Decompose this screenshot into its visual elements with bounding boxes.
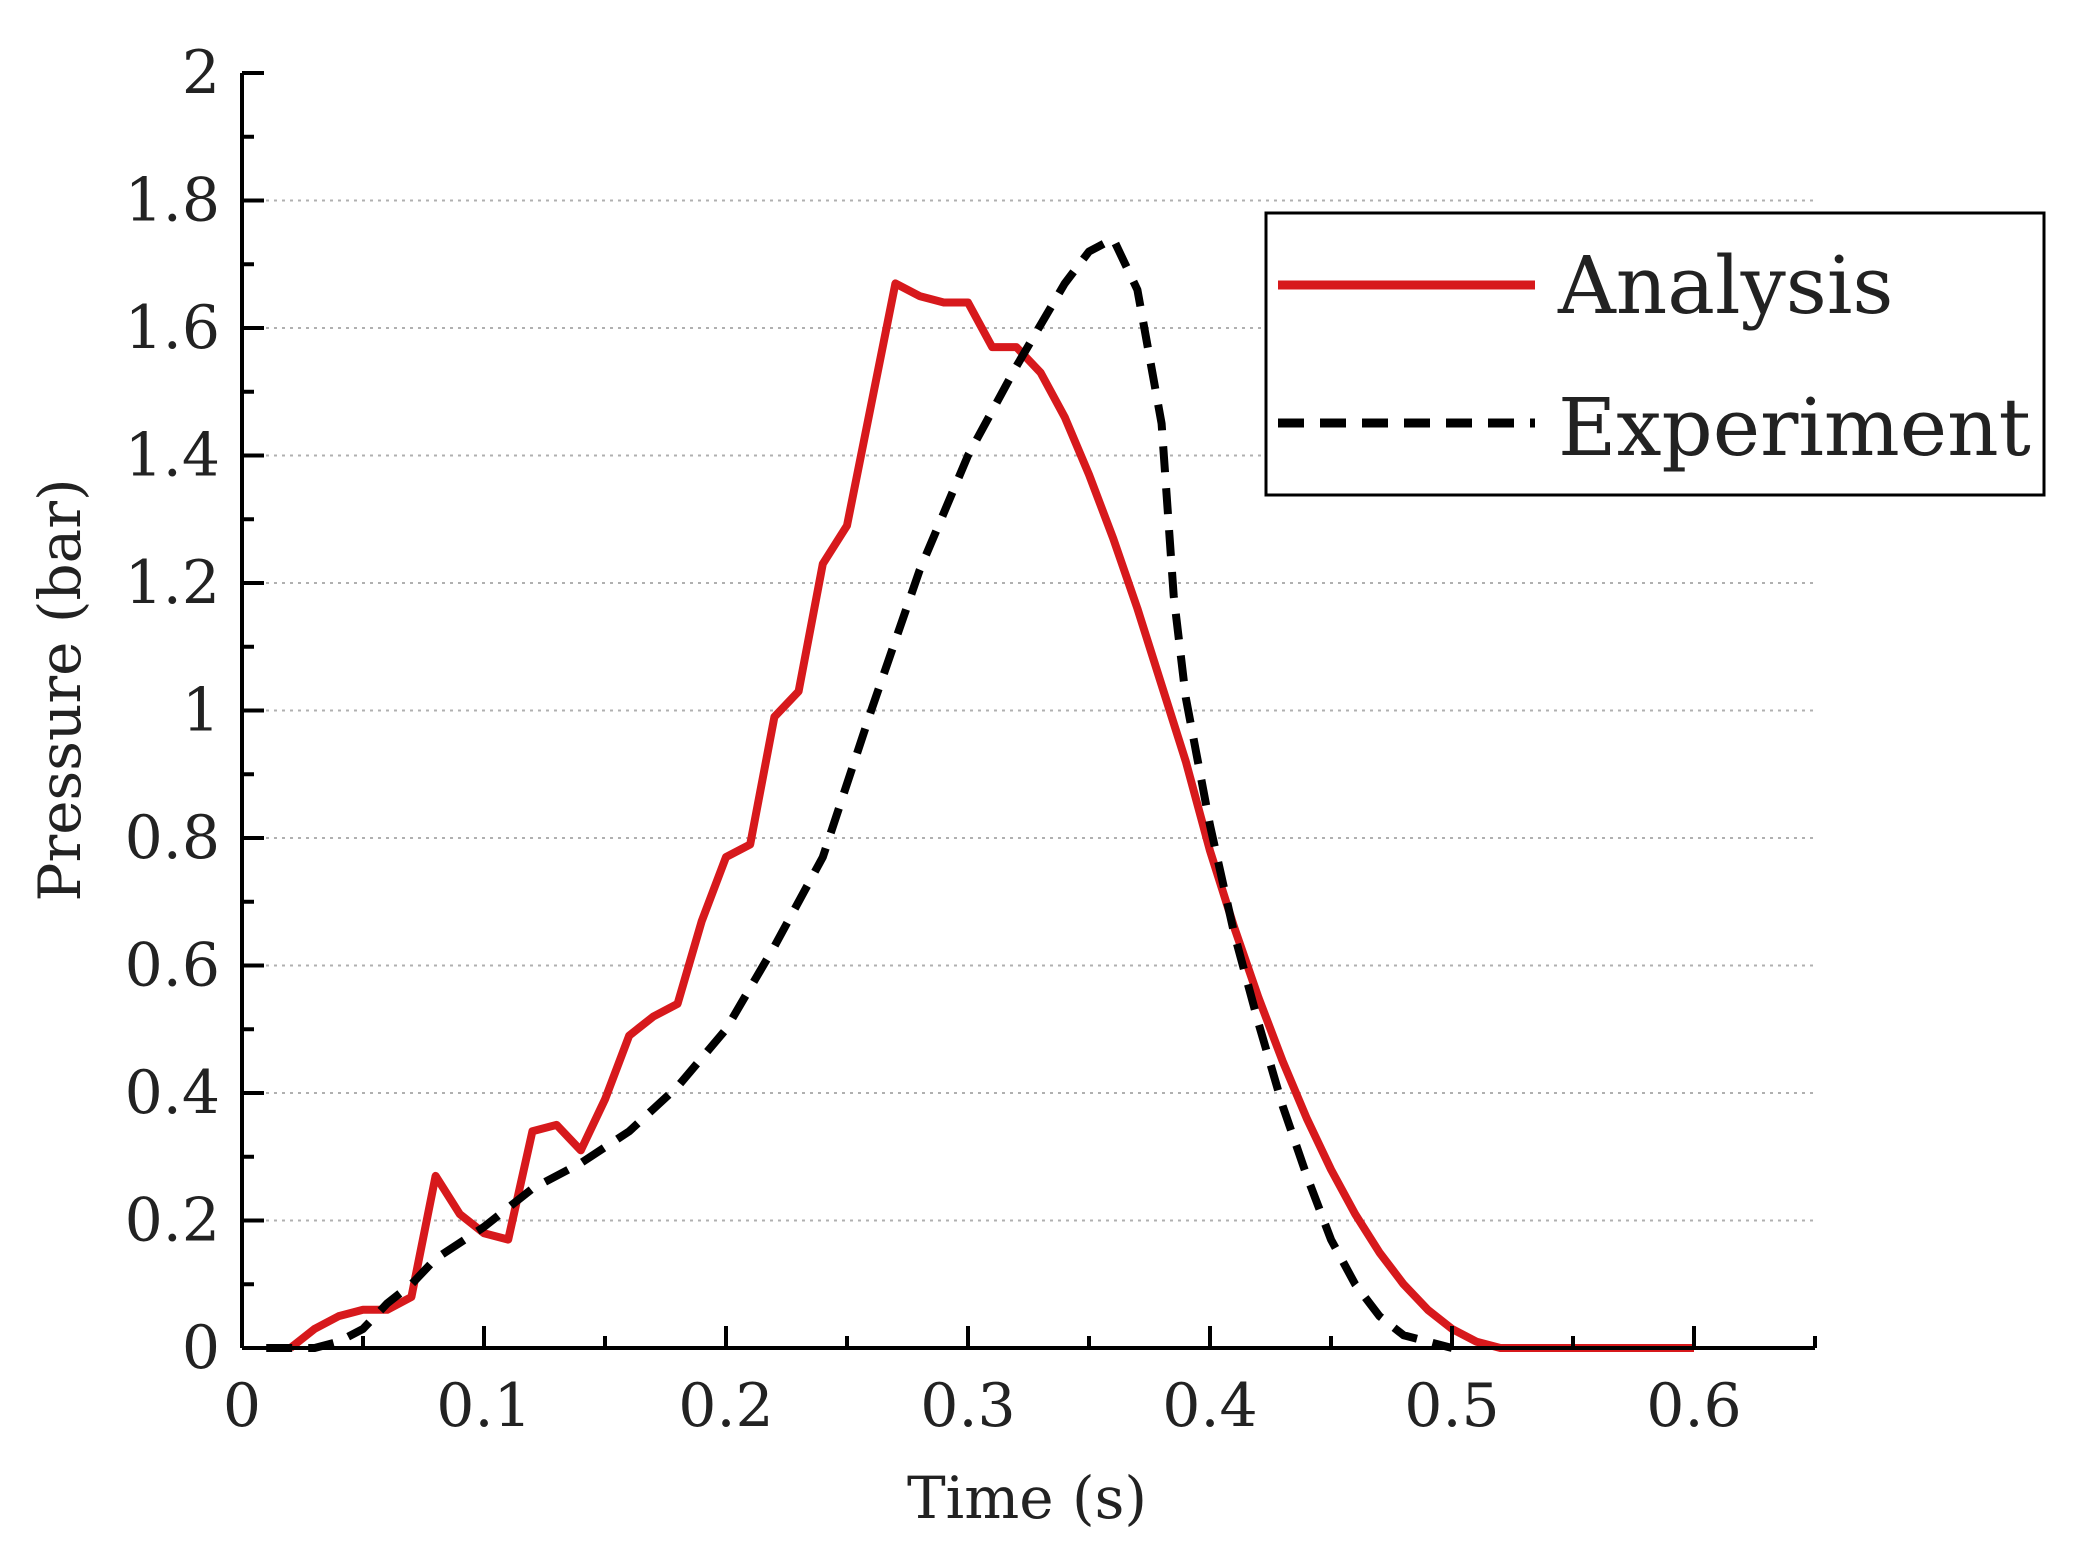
legend: Analysis Experiment (1264, 211, 2046, 497)
x-tick-label: 0.4 (1162, 1371, 1257, 1441)
series-lines (266, 234, 1694, 1352)
y-tick-label: 1 (182, 676, 220, 746)
y-tick-label: 0.4 (125, 1058, 220, 1128)
series-line-analysis (287, 279, 1694, 1352)
tick-marks (240, 71, 1817, 1350)
x-tick-label: 0.2 (678, 1371, 773, 1441)
y-tick-label: 0.2 (125, 1186, 220, 1256)
legend-label-analysis: Analysis (1557, 239, 1893, 332)
x-tick-label: 0.3 (920, 1371, 1015, 1441)
y-tick-label: 1.8 (125, 166, 220, 236)
x-axis-title: Time (s) (907, 1464, 1147, 1532)
legend-label-experiment: Experiment (1558, 381, 2031, 474)
x-tick-label: 0 (223, 1371, 261, 1441)
y-tick-label: 1.2 (125, 548, 220, 618)
tick-labels: 0 0.2 0.4 0.6 0.8 1 1.2 1.4 1.6 1.8 2 0 0.1 0.2 0.3 0.4… (125, 38, 1742, 1441)
grid-lines (242, 199, 1815, 1222)
y-tick-label: 0.8 (125, 803, 220, 873)
x-tick-label: 0.5 (1404, 1371, 1499, 1441)
y-tick-label: 0.6 (125, 931, 220, 1001)
y-tick-label: 0 (182, 1313, 220, 1383)
y-tick-label: 1.4 (125, 421, 220, 491)
y-tick-label: 1.6 (125, 293, 220, 363)
y-tick-label: 2 (182, 38, 220, 108)
x-tick-label: 0.6 (1646, 1371, 1741, 1441)
y-axis-title: Pressure (bar) (26, 478, 94, 901)
legend-box (1264, 211, 2046, 497)
x-tick-label: 0.1 (436, 1371, 531, 1441)
